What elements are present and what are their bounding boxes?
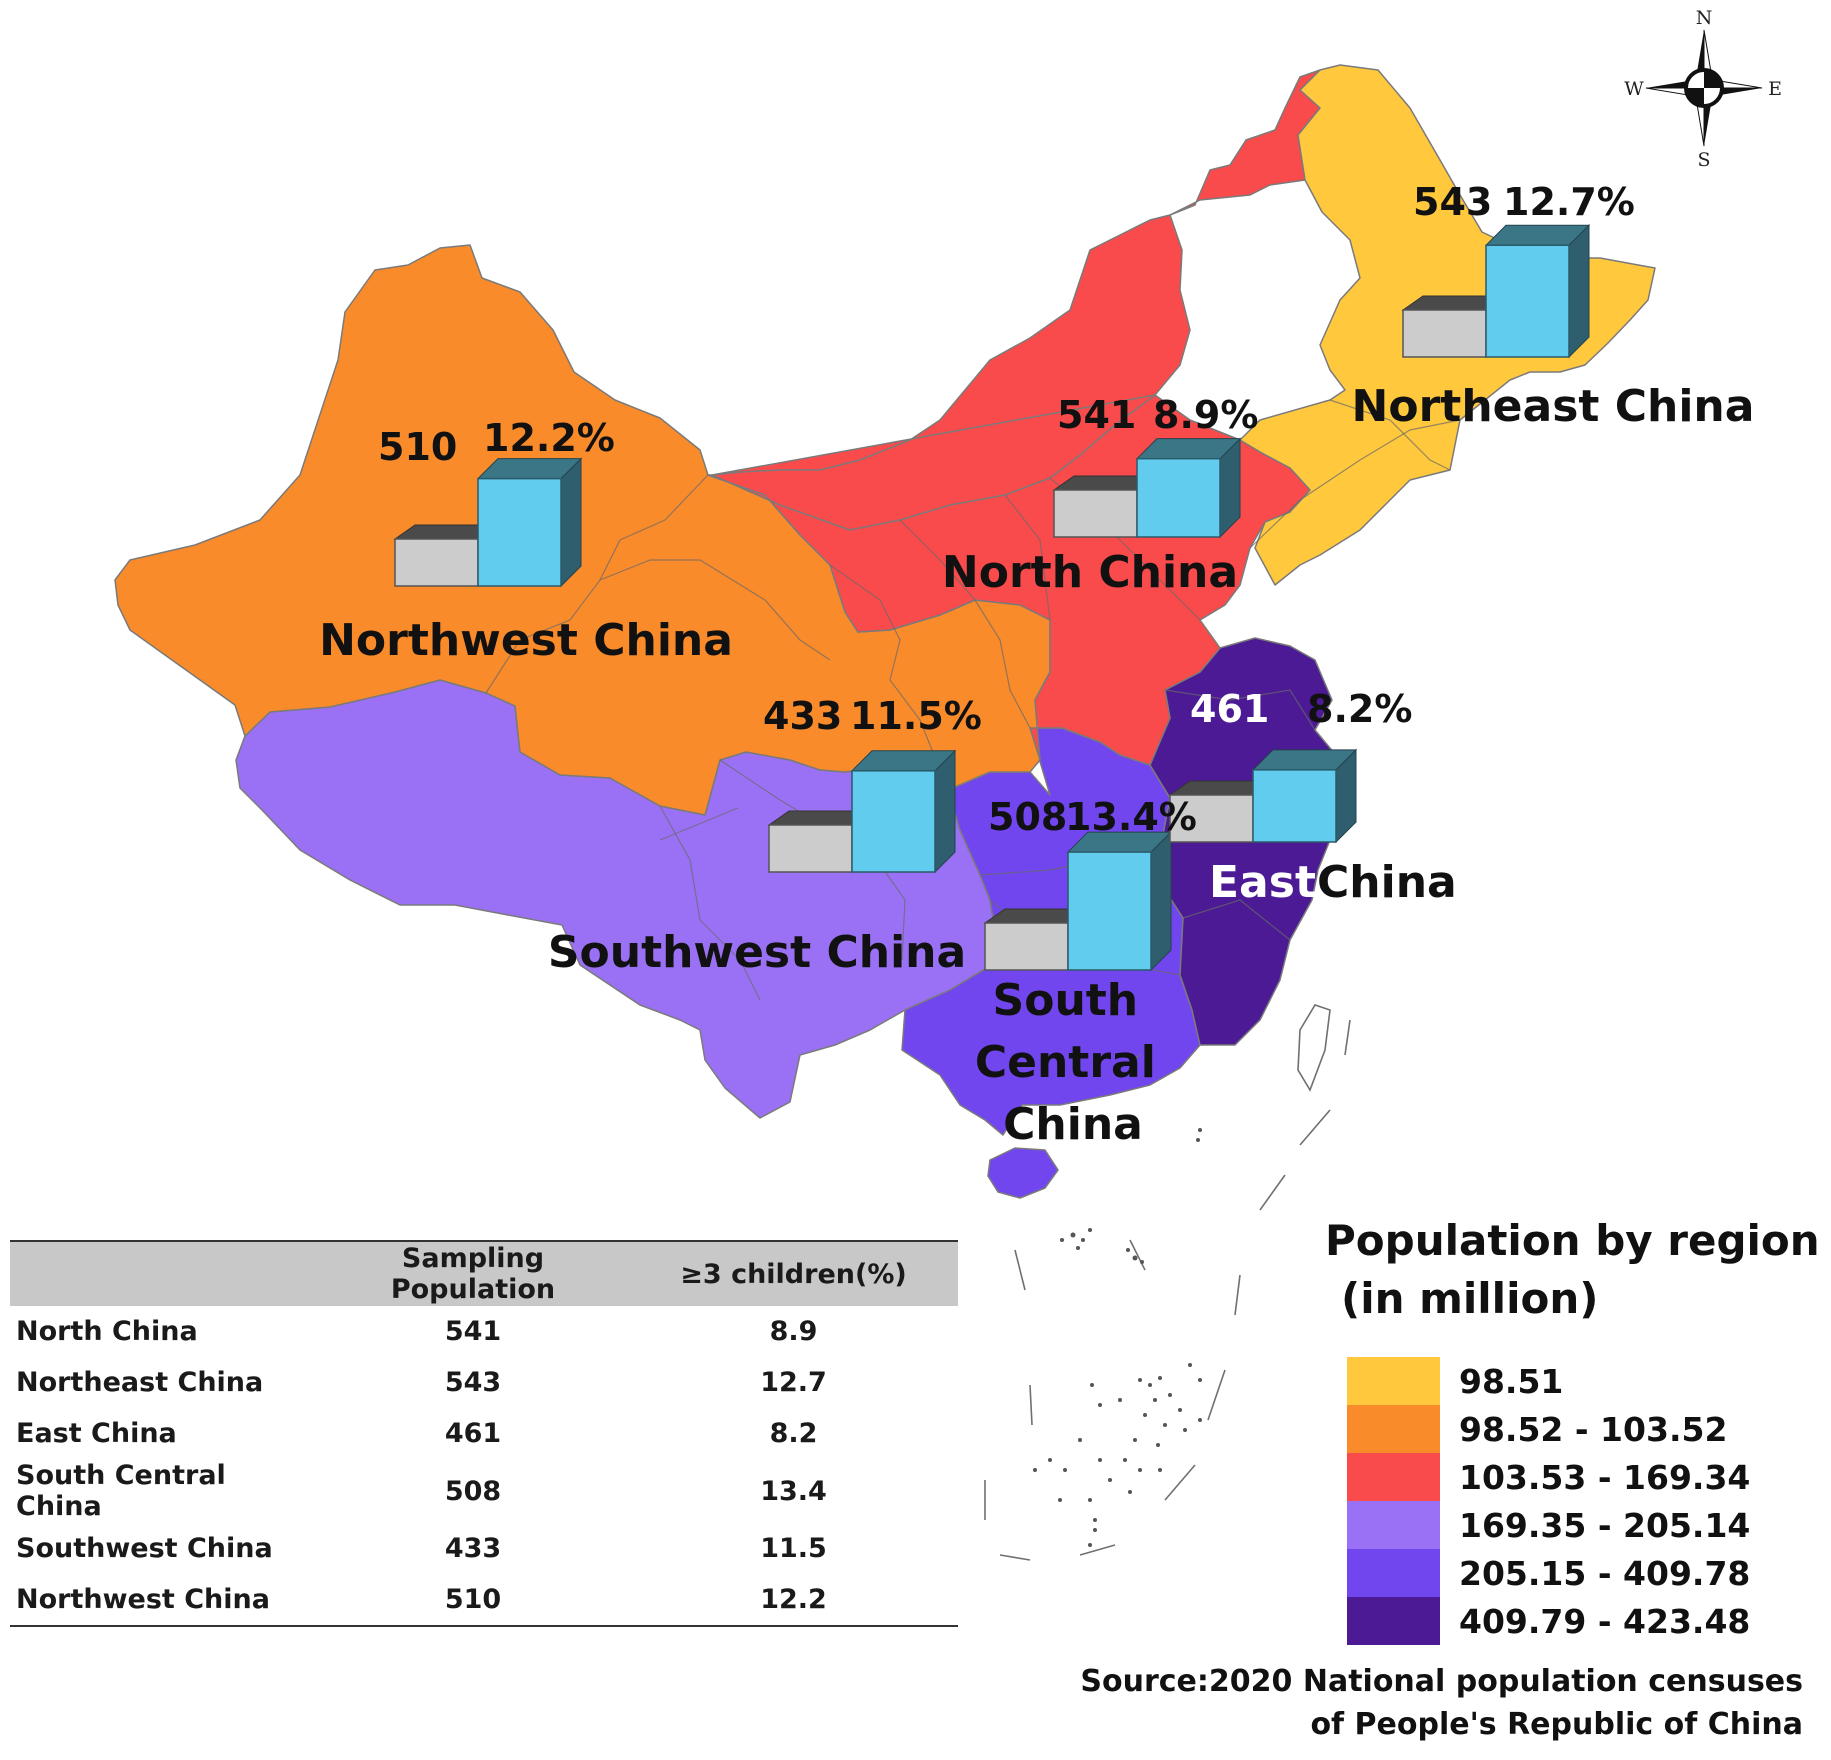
source-note: Source:2020 National population censuses… <box>1080 1660 1803 1746</box>
children-percent-bar <box>1484 224 1591 359</box>
pop-value-northeast: 543 <box>1413 180 1492 224</box>
label-south-central-china: South Central China <box>975 975 1171 1150</box>
legend-swatch <box>1347 1549 1440 1597</box>
legend-swatch <box>1347 1357 1440 1405</box>
pct-value-northeast: 12.7% <box>1503 180 1635 224</box>
population-bar <box>983 908 1090 971</box>
children-percent-bar <box>1251 748 1358 844</box>
legend-swatch <box>1347 1501 1440 1549</box>
population-table: Sampling Population ≥3 children(%) North… <box>10 1240 958 1627</box>
legend-swatch <box>1347 1405 1440 1453</box>
legend-label: 409.79 - 423.48 <box>1459 1602 1751 1641</box>
label-north-china: North China <box>942 547 1238 598</box>
compass-north-label: N <box>1696 7 1713 29</box>
table-cell-region: Northwest China <box>10 1574 317 1627</box>
legend-swatch <box>1347 1453 1440 1501</box>
table-row: East China 461 8.2 <box>10 1408 958 1459</box>
pct-value-northwest: 12.2% <box>483 416 615 460</box>
table-cell-population: 508 <box>444 1475 502 1507</box>
table-cell-percent: 13.4 <box>760 1475 827 1507</box>
table-cell-population: 433 <box>444 1533 502 1564</box>
legend-label: 205.15 - 409.78 <box>1459 1554 1751 1593</box>
population-bar <box>767 810 874 873</box>
table-cell-population: 510 <box>317 1574 629 1627</box>
region-labels: Northeast China North China Northwest Ch… <box>319 381 1754 1150</box>
pop-value-southwest: 433 <box>763 694 842 738</box>
table-cell-percent: 8.9 <box>769 1316 818 1347</box>
legend-label: 98.51 <box>1459 1362 1564 1401</box>
compass-rose: N S W E <box>1624 7 1782 171</box>
pop-value-north: 541 <box>1057 393 1136 437</box>
table-cell-population: 543 <box>444 1367 502 1398</box>
pop-value-east: 461 <box>1190 687 1269 731</box>
table-cell-percent: 8.2 <box>769 1418 818 1449</box>
label-northwest-china: Northwest China <box>319 615 733 666</box>
bar-marker-east-china <box>1168 748 1358 844</box>
table-header-sampling-population: Sampling Population <box>317 1240 629 1306</box>
bar-marker-north-china <box>1052 437 1242 539</box>
pct-value-south-central: 13.4% <box>1065 795 1197 839</box>
table-cell-region: East China <box>16 1418 177 1449</box>
legend-title-line2: (in million) <box>1341 1274 1599 1323</box>
pop-value-south-central: 508 <box>988 795 1067 839</box>
legend-label: 169.35 - 205.14 <box>1459 1506 1751 1545</box>
table-header-children-percent: ≥3 children(%) <box>629 1240 958 1306</box>
table-cell-region: North China <box>16 1316 198 1347</box>
table-row: Southwest China 433 11.5 <box>10 1523 958 1574</box>
bar-value-labels: 543 12.7% 541 8.9% 510 12.2% 433 11.5% 5… <box>378 180 1635 839</box>
table-cell-region: South Central China <box>16 1460 226 1522</box>
label-east-china-part2: China <box>1317 857 1457 908</box>
legend-title-line1: Population by region <box>1325 1216 1820 1265</box>
population-bar <box>1052 475 1159 538</box>
population-bar <box>393 524 500 587</box>
legend-label: 98.52 - 103.52 <box>1459 1410 1728 1449</box>
bar-markers <box>393 224 1591 972</box>
table-header-region <box>10 1240 317 1306</box>
source-line2: of People's Republic of China <box>1310 1707 1803 1742</box>
children-percent-bar <box>850 749 957 874</box>
table-header-row: Sampling Population ≥3 children(%) <box>10 1240 958 1306</box>
compass-west-label: W <box>1624 78 1644 100</box>
compass-south-label: S <box>1697 149 1710 171</box>
legend-swatch <box>1347 1597 1440 1645</box>
label-east-china-part1: East <box>1209 857 1316 908</box>
region-hainan <box>987 1147 1059 1199</box>
table-cell-region: Northeast China <box>16 1367 264 1398</box>
legend-title: Population by region (in million) <box>1325 1212 1831 1328</box>
table-row: South Central China 508 13.4 <box>10 1459 958 1523</box>
label-northeast-china: Northeast China <box>1352 381 1755 432</box>
table-row: Northwest China 510 12.2 <box>10 1574 958 1627</box>
bar-marker-northwest-china <box>393 457 583 588</box>
region-shapes <box>114 64 1656 1199</box>
table-cell-region: Southwest China <box>16 1533 273 1564</box>
compass-east-label: E <box>1768 78 1782 100</box>
pop-value-northwest: 510 <box>378 425 457 469</box>
table-cell-percent: 12.7 <box>760 1367 827 1398</box>
table-cell-population: 541 <box>444 1316 502 1347</box>
table-row: North China 541 8.9 <box>10 1306 958 1357</box>
children-percent-bar <box>476 457 583 588</box>
bar-marker-northeast-china <box>1401 224 1591 359</box>
table-cell-population: 461 <box>444 1418 502 1449</box>
bar-marker-south-central-china <box>983 830 1173 972</box>
label-southwest-china: Southwest China <box>548 927 966 978</box>
pct-value-north: 8.9% <box>1153 393 1258 437</box>
bar-marker-southwest-china <box>767 749 957 874</box>
table-cell-percent: 12.2 <box>629 1574 958 1627</box>
islands <box>984 1004 1351 1561</box>
legend-label: 103.53 - 169.34 <box>1459 1458 1751 1497</box>
children-percent-bar <box>1135 437 1242 539</box>
compass-needles-icon <box>1645 29 1763 147</box>
table-row: Northeast China 543 12.7 <box>10 1357 958 1408</box>
pct-value-southwest: 11.5% <box>850 694 982 738</box>
pct-value-east: 8.2% <box>1307 687 1412 731</box>
source-line1: Source:2020 National population censuses <box>1080 1664 1803 1699</box>
children-percent-bar <box>1066 830 1173 972</box>
table-cell-percent: 11.5 <box>760 1533 827 1564</box>
